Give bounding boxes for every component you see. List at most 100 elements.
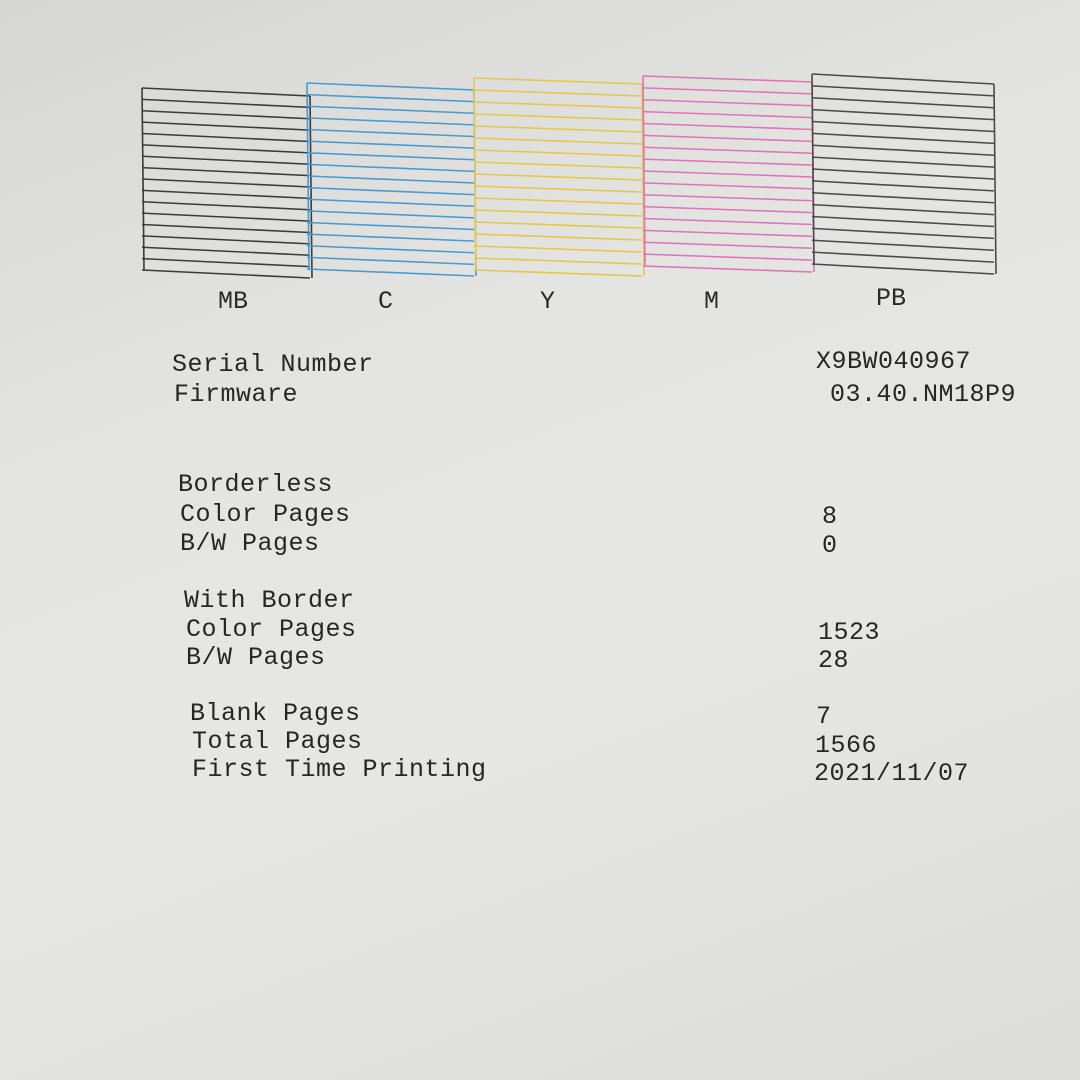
nozzle-line xyxy=(473,149,643,157)
nozzle-border xyxy=(811,73,815,265)
nozzle-line xyxy=(811,96,995,109)
nozzle-line xyxy=(141,166,311,177)
nozzle-line xyxy=(811,156,995,168)
borderless-color-label: Color Pages xyxy=(180,500,351,529)
nozzle-line xyxy=(473,269,643,277)
nozzle-line xyxy=(473,161,643,169)
nozzle-line xyxy=(473,89,643,97)
nozzle-line xyxy=(306,151,475,161)
nozzle-line xyxy=(141,155,311,166)
total-pages-label: Total Pages xyxy=(192,727,363,756)
nozzle-block-c xyxy=(306,82,477,277)
nozzle-line xyxy=(306,186,475,196)
nozzle-line xyxy=(306,175,475,184)
nozzle-line xyxy=(473,221,643,229)
nozzle-line xyxy=(306,221,475,231)
firmware-value: 03.40.NM18P9 xyxy=(830,380,1017,409)
block-label-c: C xyxy=(378,287,394,316)
nozzle-line xyxy=(473,209,643,217)
serial-number-label: Serial Number xyxy=(172,350,374,379)
nozzle-line xyxy=(811,120,995,133)
nozzle-line xyxy=(811,251,995,263)
nozzle-line xyxy=(642,241,813,250)
nozzle-line xyxy=(473,197,643,205)
total-pages-value: 1566 xyxy=(815,731,878,760)
nozzle-line xyxy=(306,198,475,208)
nozzle-line xyxy=(141,200,311,211)
nozzle-line xyxy=(811,180,995,192)
borderless-heading: Borderless xyxy=(178,470,334,499)
nozzle-border xyxy=(473,77,477,271)
with-border-bw-label: B/W Pages xyxy=(186,643,326,672)
nozzle-line xyxy=(473,137,643,145)
nozzle-line xyxy=(642,217,813,226)
nozzle-line xyxy=(306,210,475,219)
blank-pages-value: 7 xyxy=(816,702,832,731)
nozzle-block-pb xyxy=(811,73,997,275)
nozzle-line xyxy=(306,268,475,277)
with-border-color-value: 1523 xyxy=(818,618,881,647)
nozzle-block-mb xyxy=(141,87,313,279)
nozzle-line xyxy=(141,121,311,131)
nozzle-check-pattern xyxy=(141,73,997,279)
nozzle-line xyxy=(811,191,995,204)
nozzle-line xyxy=(811,85,995,97)
nozzle-line xyxy=(811,144,995,157)
nozzle-line xyxy=(141,87,311,97)
nozzle-line xyxy=(811,263,995,275)
nozzle-line xyxy=(642,110,813,119)
first-time-printing-label: First Time Printing xyxy=(192,755,487,784)
nozzle-line xyxy=(642,182,813,190)
nozzle-border xyxy=(993,83,997,275)
nozzle-block-m xyxy=(642,75,815,273)
nozzle-line xyxy=(642,253,813,261)
nozzle-line xyxy=(642,146,813,155)
nozzle-line xyxy=(642,158,813,166)
nozzle-line xyxy=(141,212,311,222)
nozzle-line xyxy=(306,82,475,91)
block-label-pb: PB xyxy=(876,284,907,313)
nozzle-line xyxy=(473,173,643,181)
nozzle-line xyxy=(642,75,813,83)
firmware-label: Firmware xyxy=(174,380,299,409)
nozzle-line xyxy=(306,163,475,173)
nozzle-line xyxy=(141,178,311,188)
nozzle-line xyxy=(642,205,813,214)
nozzle-line xyxy=(473,185,643,193)
nozzle-line xyxy=(811,73,995,85)
with-border-heading: With Border xyxy=(184,586,355,615)
nozzle-line xyxy=(141,257,311,268)
nozzle-line xyxy=(811,239,995,252)
nozzle-line xyxy=(141,109,311,120)
nozzle-line xyxy=(141,144,311,154)
nozzle-line xyxy=(642,122,813,131)
nozzle-line xyxy=(811,227,995,240)
nozzle-line xyxy=(642,229,813,238)
nozzle-line xyxy=(642,87,813,95)
first-time-printing-value: 2021/11/07 xyxy=(814,759,970,788)
block-label-y: Y xyxy=(540,287,556,316)
nozzle-line xyxy=(473,245,643,253)
nozzle-line xyxy=(642,134,813,143)
nozzle-line xyxy=(473,233,643,241)
nozzle-border xyxy=(641,83,645,277)
nozzle-line xyxy=(306,117,475,126)
nozzle-line xyxy=(306,140,475,149)
nozzle-line xyxy=(306,233,475,242)
nozzle-line xyxy=(473,101,643,109)
nozzle-line xyxy=(811,215,995,228)
nozzle-line xyxy=(473,113,643,121)
nozzle-line xyxy=(473,257,643,265)
nozzle-line xyxy=(473,125,643,133)
nozzle-line xyxy=(141,246,311,257)
nozzle-line xyxy=(141,235,311,245)
nozzle-line xyxy=(473,77,643,85)
nozzle-line xyxy=(141,132,311,143)
nozzle-line xyxy=(141,269,311,279)
borderless-bw-value: 0 xyxy=(822,531,838,560)
nozzle-line xyxy=(642,193,813,202)
nozzle-line xyxy=(642,265,813,273)
nozzle-line xyxy=(642,170,813,178)
borderless-bw-label: B/W Pages xyxy=(180,529,320,558)
block-label-mb: MB xyxy=(218,287,249,316)
